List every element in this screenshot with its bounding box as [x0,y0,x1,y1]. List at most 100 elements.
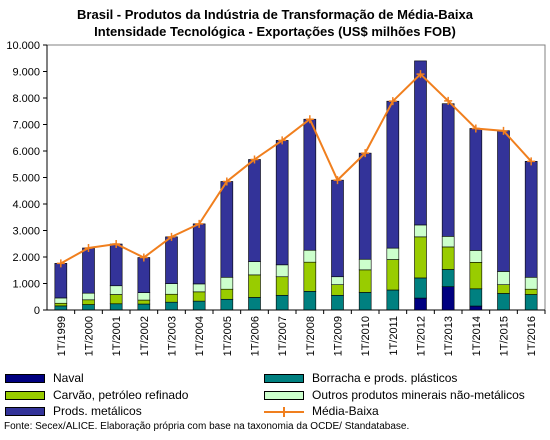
line-point [527,157,536,166]
line-point [84,243,93,252]
legend-item-naval: Naval [5,371,84,385]
bar-segment-1 [469,288,483,307]
bar-segment-4 [192,223,206,285]
legend-label: Média-Baixa [312,404,379,418]
bar-segment-4 [469,128,483,251]
bar-segment-4 [331,179,344,278]
bar-segment-2 [414,236,427,279]
bar-segment-1 [275,294,289,311]
bar-segment-1 [524,294,538,311]
legend-swatch-prods-metalicos [5,407,45,417]
bar-segment-3 [386,247,400,260]
bar-segment-4 [220,181,234,278]
legend-swatch-borracha [264,374,304,384]
line-point [139,253,148,262]
bar-segment-4 [303,118,317,251]
line-point [499,126,508,135]
line-point [250,155,259,164]
x-tick-label: 1T/2003 [167,316,179,356]
bar-segment-1 [248,297,261,311]
x-tick-label: 1T/2015 [499,316,511,356]
legend-item-prods-metalicos: Prods. metálicos [5,404,142,418]
bar-segment-1 [54,305,68,311]
bar-segment-3 [414,224,427,238]
line-point [471,124,480,133]
bar-segment-1 [358,292,372,311]
bar-segment-2 [248,274,261,298]
chart-subtitle: Intensidade Tecnológica - Exportações (U… [94,24,456,39]
y-tick-label: 7.000 [12,120,40,132]
bar-segment-1 [109,303,123,311]
bar-segment-3 [303,249,317,263]
y-tick-label: 10.000 [6,40,40,52]
line-point [361,149,370,158]
x-tick-label: 1T/2009 [333,316,345,356]
x-tick-label: 1T/2002 [139,316,151,356]
bar-segment-4 [109,243,123,287]
bar-segment-1 [192,300,206,311]
bar-segment-1 [220,298,234,311]
x-tick-label: 1T/2014 [471,316,483,356]
x-tick-label: 1T/2001 [111,316,123,356]
bar-segment-2 [441,246,455,270]
legend-label: Borracha e prods. plásticos [312,371,458,385]
bar-segment-4 [275,140,289,266]
bar-segment-4 [248,159,261,262]
bar-segment-4 [497,130,510,272]
bar-segment-3 [165,283,178,295]
source-note: Fonte: Secex/ALICE. Elaboração própria c… [4,421,410,432]
line-point [333,176,342,185]
y-tick-label: 2.000 [12,252,40,264]
bar-segment-2 [220,288,234,300]
bar-segment-4 [137,257,151,293]
bar-segment-2 [165,293,178,303]
bar-segment-3 [497,271,510,285]
bar-segment-1 [414,277,427,299]
line-point [416,70,425,79]
bar-segment-2 [54,302,68,307]
bar-segment-3 [220,276,234,290]
y-tick-label: 3.000 [12,226,40,238]
bar-segment-3 [331,276,344,285]
bar-segment-4 [82,247,95,294]
bar-segment-1 [137,303,151,311]
bar-segment-2 [331,284,344,296]
line-media-baixa [60,72,532,265]
bar-segment-2 [358,269,372,293]
x-tick-label: 1T/2007 [277,316,289,356]
legend-item-borracha: Borracha e prods. plásticos [264,371,457,385]
x-tick-label: 1T/2011 [388,316,400,356]
line-point [56,259,65,268]
bar-segment-3 [109,285,123,295]
bar-segment-3 [137,292,151,301]
legend-label: Prods. metálicos [53,404,142,418]
bar-segment-4 [524,161,538,278]
bar-segment-2 [303,261,317,292]
bar-segment-3 [82,292,95,301]
bar-segment-4 [54,263,68,299]
bar-segment-1 [441,269,455,287]
bar-segment-2 [82,299,95,305]
y-tick-label: 8.000 [12,93,40,105]
bar-segment-1 [82,304,95,311]
line-point [388,97,397,106]
y-tick-label: 6.000 [12,146,40,158]
x-tick-label: 1T/2005 [222,316,234,356]
legend-line-swatch [264,407,304,418]
bar-segment-0 [414,297,427,311]
bar-segment-0 [441,286,455,311]
legend-item-media-baixa: Média-Baixa [264,404,379,418]
bar-segment-1 [497,293,510,311]
bar-segment-1 [386,289,400,311]
line-point [222,177,231,186]
line-point [112,240,121,249]
line-point [167,232,176,241]
legend-label: Naval [53,371,84,385]
x-tick-label: 1T/2008 [305,316,317,356]
y-tick-label: 5.000 [12,173,40,185]
x-tick-label: 1T/2006 [250,316,262,356]
bar-segment-3 [524,276,538,290]
bar-segment-3 [469,250,483,263]
